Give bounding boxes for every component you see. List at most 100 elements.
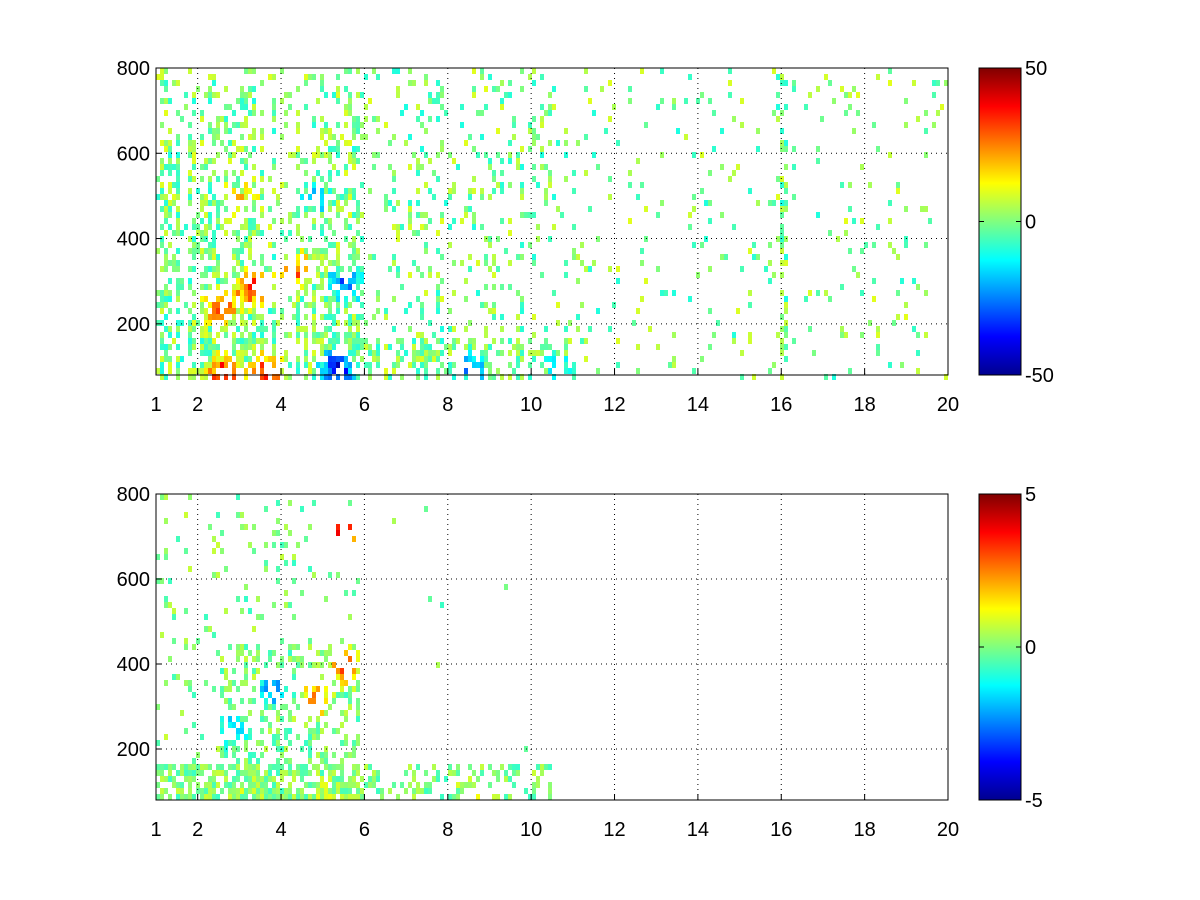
top-heatmap-cell (396, 200, 400, 206)
top-heatmap-cell (312, 326, 316, 332)
bottom-heatmap-cell (364, 782, 368, 788)
top-heatmap-cell (196, 188, 200, 194)
top-heatmap-cell (548, 170, 552, 176)
top-heatmap-cell (784, 188, 788, 194)
top-heatmap-cell (392, 68, 396, 74)
bottom-heatmap-cell (320, 794, 324, 800)
top-heatmap-cell (356, 212, 360, 218)
bottom-heatmap-cell (532, 782, 536, 788)
bottom-heatmap-cell (312, 572, 316, 578)
top-heatmap-cell (268, 176, 272, 182)
top-heatmap-cell (448, 368, 452, 374)
bottom-heatmap-cell (344, 782, 348, 788)
top-heatmap-cell (576, 278, 580, 284)
bottom-heatmap-cell (232, 776, 236, 782)
top-heatmap-cell (876, 146, 880, 152)
top-heatmap-cell (316, 338, 320, 344)
top-heatmap-cell (204, 266, 208, 272)
top-heatmap-cell (348, 104, 352, 110)
top-heatmap-cell (848, 182, 852, 188)
top-heatmap-cell (416, 350, 420, 356)
top-heatmap-cell (376, 338, 380, 344)
top-heatmap-cell (352, 236, 356, 242)
bottom-heatmap-cell (324, 794, 328, 800)
top-heatmap-cell (632, 320, 636, 326)
bottom-heatmap-cell (428, 788, 432, 794)
top-heatmap-cell (296, 368, 300, 374)
top-heatmap-cell (240, 362, 244, 368)
top-heatmap-cell (740, 98, 744, 104)
top-heatmap-cell (612, 104, 616, 110)
top-heatmap-cell (564, 368, 568, 374)
top-heatmap-cell (784, 104, 788, 110)
bottom-heatmap-cell (232, 680, 236, 686)
top-heatmap-cell (780, 242, 784, 248)
top-heatmap-cell (296, 146, 300, 152)
bottom-heatmap-cell (264, 716, 268, 722)
top-heatmap-cell (544, 188, 548, 194)
top-heatmap-cell (192, 374, 196, 380)
top-heatmap-cell (472, 86, 476, 92)
top-heatmap-cell (528, 122, 532, 128)
top-heatmap-cell (604, 128, 608, 134)
bottom-heatmap-cell (264, 506, 268, 512)
bottom-heatmap-cell (356, 656, 360, 662)
bottom-heatmap-cell (160, 494, 164, 500)
top-heatmap-cell (160, 140, 164, 146)
top-heatmap-cell (556, 350, 560, 356)
top-heatmap-cell (240, 194, 244, 200)
top-heatmap-cell (480, 68, 484, 74)
bottom-heatmap-cell (380, 794, 384, 800)
bottom-heatmap-cell (296, 542, 300, 548)
bottom-heatmap-cell (356, 710, 360, 716)
bottom-heatmap-cell (256, 740, 260, 746)
bottom-heatmap-cell (424, 506, 428, 512)
top-heatmap-cell (208, 344, 212, 350)
top-heatmap-cell (448, 326, 452, 332)
top-heatmap-cell (536, 350, 540, 356)
top-heatmap-cell (572, 368, 576, 374)
top-heatmap-cell (252, 146, 256, 152)
top-heatmap-cell (808, 92, 812, 98)
top-heatmap-cell (200, 368, 204, 374)
bottom-heatmap-cell (232, 704, 236, 710)
top-heatmap-cell (328, 302, 332, 308)
bottom-heatmap-cell (268, 650, 272, 656)
top-heatmap-cell (164, 68, 168, 74)
top-heatmap-cell (260, 320, 264, 326)
top-heatmap-cell (252, 206, 256, 212)
top-heatmap-cell (324, 362, 328, 368)
top-heatmap-cell (856, 110, 860, 116)
top-heatmap-cell (160, 320, 164, 326)
top-heatmap-cell (188, 332, 192, 338)
top-heatmap-cell (500, 350, 504, 356)
top-heatmap-cell (736, 164, 740, 170)
top-heatmap-cell (516, 356, 520, 362)
bottom-heatmap-cell (204, 794, 208, 800)
bottom-heatmap-cells (156, 494, 552, 800)
bottom-heatmap-cell (252, 668, 256, 674)
top-heatmap-cell (328, 338, 332, 344)
top-heatmap-cell (280, 134, 284, 140)
top-heatmap-cell (420, 272, 424, 278)
top-heatmap-cell (364, 344, 368, 350)
bottom-heatmap-cell (468, 764, 472, 770)
top-heatmap-cell (332, 290, 336, 296)
bottom-heatmap-cell (284, 758, 288, 764)
top-heatmap-cell (312, 320, 316, 326)
bottom-heatmap-cell (240, 728, 244, 734)
bottom-y-tick-label: 600 (117, 569, 150, 591)
top-heatmap-cell (348, 266, 352, 272)
top-heatmap-cell (348, 326, 352, 332)
top-heatmap-cell (512, 116, 516, 122)
top-heatmap-cell (192, 368, 196, 374)
top-heatmap-cell (216, 152, 220, 158)
top-heatmap-cell (224, 332, 228, 338)
top-heatmap-cell (656, 266, 660, 272)
top-heatmap-cell (236, 338, 240, 344)
top-heatmap-cell (408, 302, 412, 308)
top-heatmap-cell (204, 164, 208, 170)
top-heatmap-cell (248, 218, 252, 224)
bottom-heatmap-cell (336, 728, 340, 734)
top-heatmap-cell (168, 98, 172, 104)
